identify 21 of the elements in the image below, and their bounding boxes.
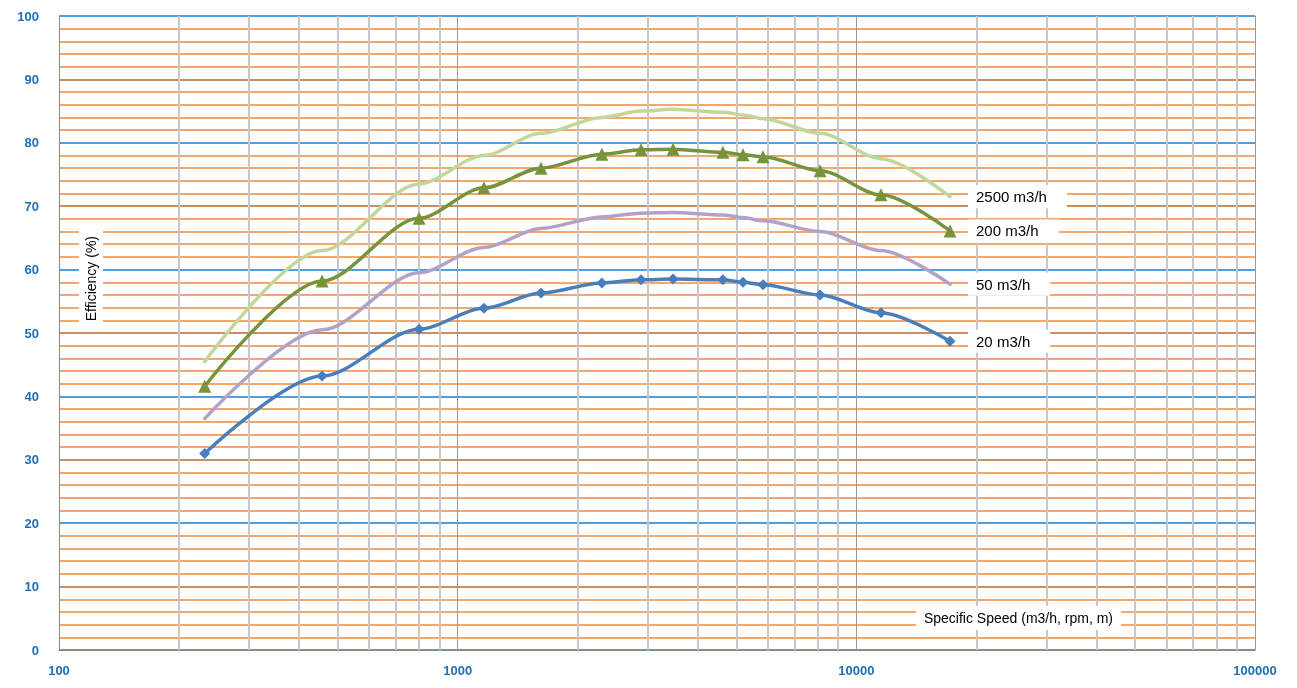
y-tick-label: 60 — [24, 262, 39, 278]
y-tick-label: 90 — [24, 71, 39, 87]
y-tick-label: 0 — [31, 642, 39, 658]
y-tick-label: 40 — [24, 388, 39, 404]
x-axis-title: Specific Speed (m3/h, rpm, m) — [923, 610, 1113, 626]
series-label: 2500 m3/h — [976, 188, 1047, 206]
x-tick-label: 100000 — [1233, 663, 1277, 678]
series-label: 200 m3/h — [976, 222, 1039, 240]
y-tick-label: 70 — [24, 198, 39, 214]
y-tick-label: 20 — [24, 515, 39, 531]
x-tick-label: 100 — [48, 663, 70, 678]
y-tick-label: 80 — [24, 135, 39, 151]
y-tick-label: 30 — [24, 452, 39, 468]
series-label: 20 m3/h — [976, 332, 1031, 350]
y-axis-title: Efficiency (%) — [83, 235, 99, 322]
y-tick-label: 100 — [17, 8, 39, 24]
series-label: 50 m3/h — [976, 275, 1031, 293]
y-tick-label: 50 — [24, 325, 39, 341]
y-tick-label: 10 — [24, 579, 39, 595]
x-tick-label: 1000 — [443, 663, 473, 678]
x-tick-label: 10000 — [838, 663, 875, 678]
